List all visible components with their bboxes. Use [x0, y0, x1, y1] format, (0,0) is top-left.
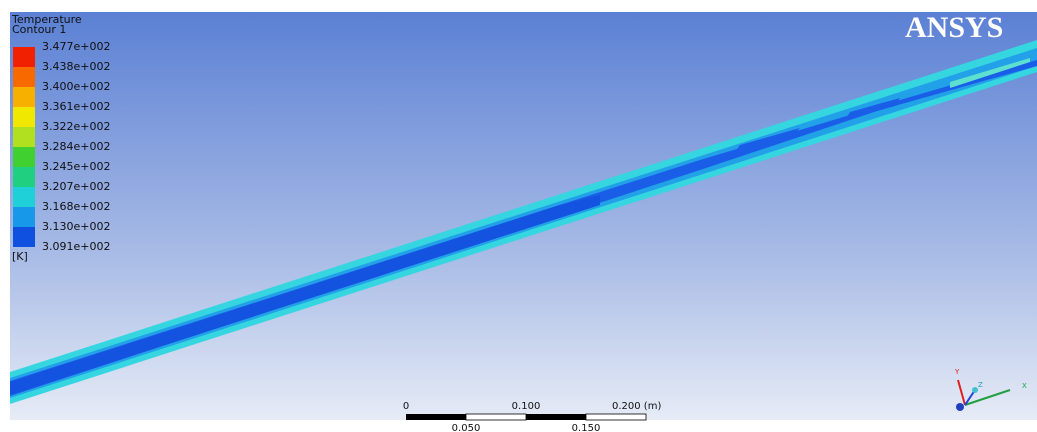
legend-label: 3.361e+002 [42, 100, 110, 113]
legend-swatch [13, 67, 35, 87]
legend-swatch [13, 167, 35, 187]
pipe-contour [10, 40, 1037, 404]
legend-label: 3.322e+002 [42, 120, 110, 133]
scale-label: 0.050 [452, 423, 481, 432]
legend-swatch [13, 47, 35, 67]
legend-unit: [K] [12, 250, 28, 263]
triad-label: X [1022, 382, 1027, 390]
legend-label: 3.245e+002 [42, 160, 110, 173]
legend-swatch [13, 127, 35, 147]
legend: Temperature Contour 1 [K] 3.477e+002 3.43… [11, 13, 110, 263]
logo: ANSYS [905, 11, 1003, 44]
legend-label: 3.130e+002 [42, 220, 110, 233]
scale-label: 0.100 [512, 401, 541, 412]
scale-label: 0.200 (m) [612, 401, 661, 412]
triad-label: Y [954, 368, 960, 376]
scale-bar: 0 0.100 0.200 (m) 0.050 0.150 [403, 401, 662, 432]
legend-swatch [13, 207, 35, 227]
triad-label: Z [978, 381, 983, 389]
axis-triad [956, 379, 1011, 411]
legend-label: 3.207e+002 [42, 180, 110, 193]
legend-label: 3.168e+002 [42, 200, 110, 213]
legend-label: 3.400e+002 [42, 80, 110, 93]
legend-label: 3.438e+002 [42, 60, 110, 73]
scale-label: 0.150 [572, 423, 601, 432]
legend-swatch [13, 227, 35, 247]
legend-swatch [13, 147, 35, 167]
legend-label: 3.284e+002 [42, 140, 110, 153]
legend-subtitle: Contour 1 [12, 23, 66, 36]
legend-swatch [13, 87, 35, 107]
legend-label: 3.091e+002 [42, 240, 110, 253]
legend-label: 3.477e+002 [42, 40, 110, 53]
legend-swatch [13, 187, 35, 207]
legend-title: Temperature [11, 13, 82, 26]
legend-swatch [13, 107, 35, 127]
scale-label: 0 [403, 401, 409, 412]
